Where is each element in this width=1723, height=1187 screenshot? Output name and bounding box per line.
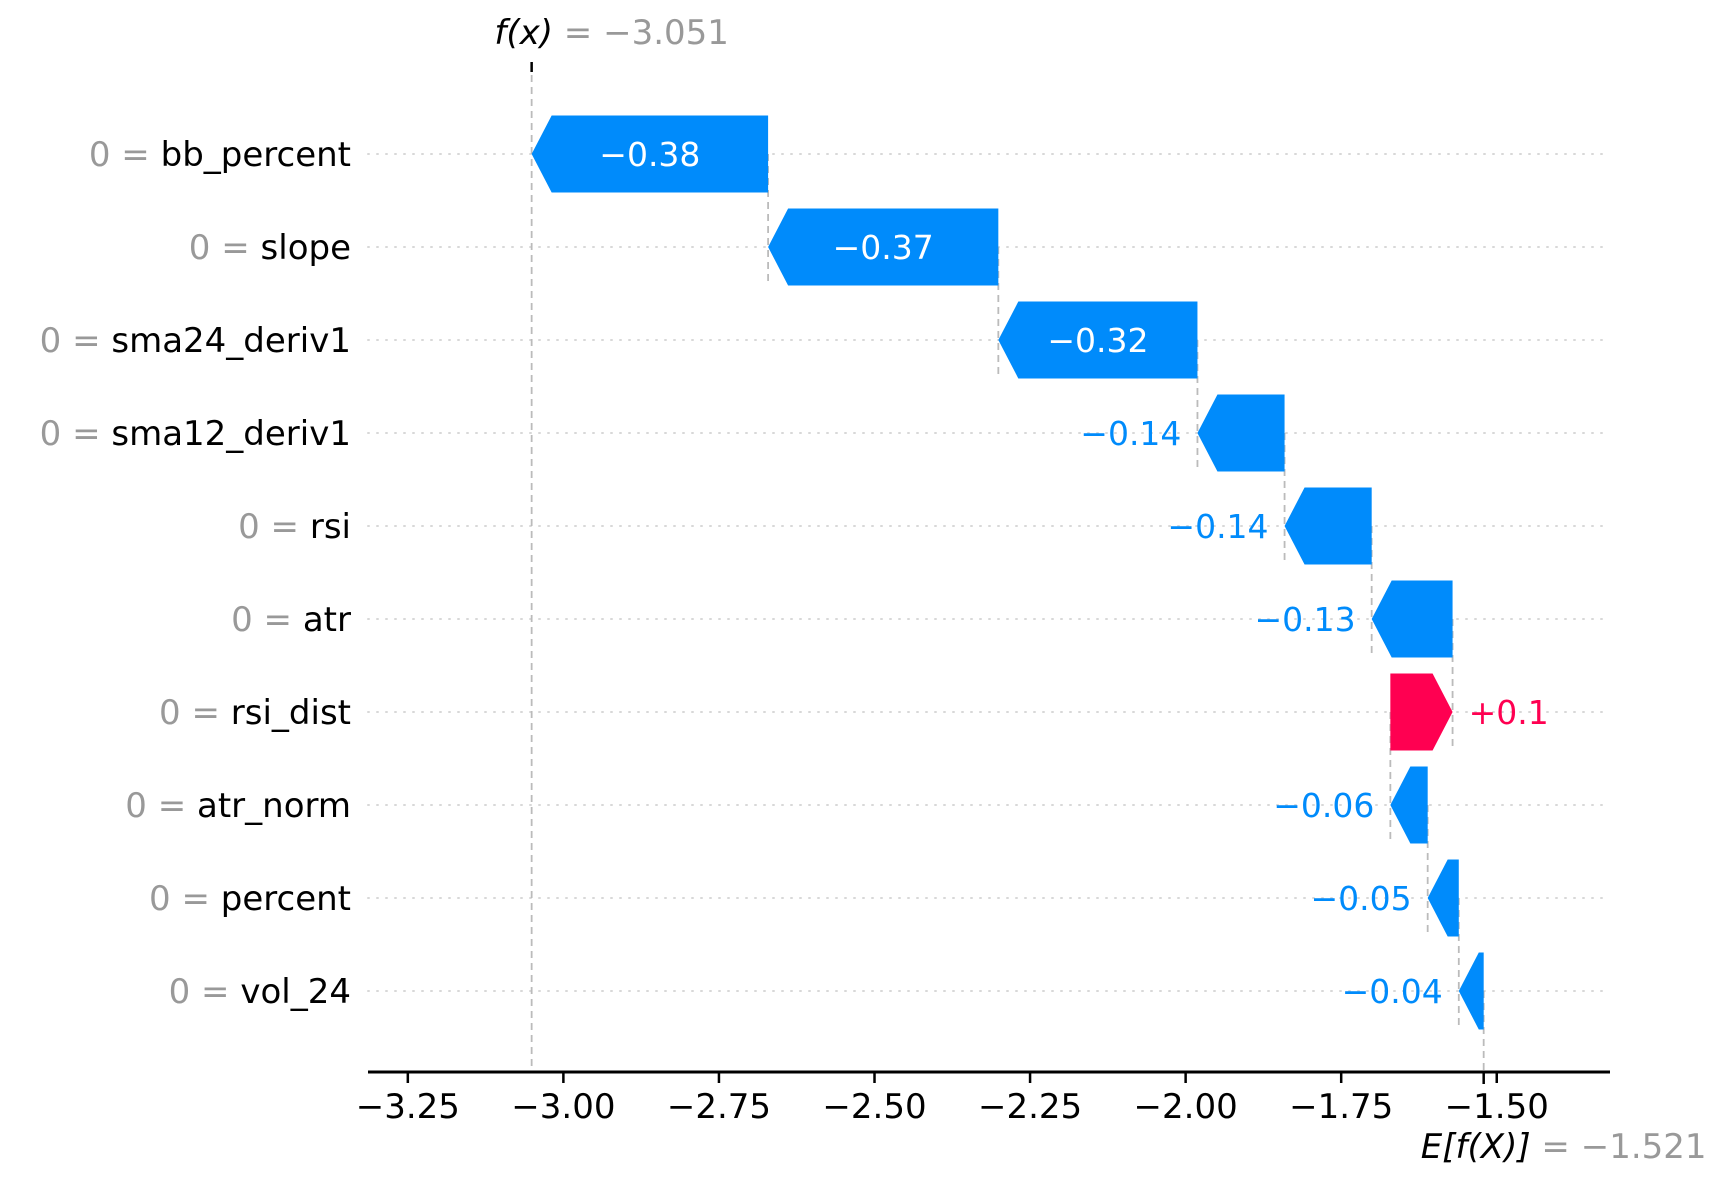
bar-value-label: −0.06	[1273, 786, 1374, 825]
bar-percent	[1427, 859, 1459, 937]
bar-bb_percent	[531, 115, 769, 193]
bar-sma12_deriv1	[1197, 394, 1285, 472]
bar-value-label: −0.32	[1047, 321, 1148, 360]
x-tick-label: −3.00	[511, 1087, 615, 1127]
x-tick-label: −1.50	[1445, 1087, 1549, 1127]
bar-value-label: −0.38	[599, 135, 700, 174]
bar-value-label: −0.37	[833, 228, 934, 267]
feature-label: 0 = bb_percent	[89, 135, 351, 175]
bar-atr_norm	[1390, 766, 1428, 844]
bar-slope	[768, 208, 999, 286]
feature-label: 0 = atr	[231, 600, 351, 640]
bar-value-label: −0.05	[1311, 879, 1412, 918]
bar-vol_24	[1458, 952, 1484, 1030]
x-tick-label: −2.00	[1134, 1087, 1238, 1127]
base-annotation: E[f(X)] = −1.521	[1421, 1127, 1707, 1167]
feature-label: 0 = vol_24	[169, 972, 351, 1012]
x-tick-label: −2.50	[822, 1087, 926, 1127]
fx-annotation: f(x) = −3.051	[494, 13, 729, 53]
bar-rsi_dist	[1390, 673, 1453, 751]
bar-sma24_deriv1	[998, 301, 1198, 379]
bar-rsi	[1284, 487, 1372, 565]
x-tick-label: −2.75	[667, 1087, 771, 1127]
bar-value-label: +0.1	[1469, 693, 1549, 732]
bar-value-label: −0.14	[1167, 507, 1268, 546]
bar-value-label: −0.04	[1342, 972, 1443, 1011]
feature-label: 0 = atr_norm	[125, 786, 351, 826]
x-tick-label: −1.75	[1289, 1087, 1393, 1127]
x-tick-label: −3.25	[356, 1087, 460, 1127]
feature-label: 0 = slope	[189, 228, 351, 268]
feature-label: 0 = rsi_dist	[159, 693, 351, 733]
bar-value-label: −0.14	[1080, 414, 1181, 453]
feature-label: 0 = percent	[149, 879, 351, 919]
bar-value-label: −0.13	[1255, 600, 1356, 639]
feature-label: 0 = sma12_deriv1	[40, 414, 351, 454]
bar-atr	[1371, 580, 1453, 658]
x-tick-label: −2.25	[978, 1087, 1082, 1127]
feature-label: 0 = rsi	[238, 507, 351, 547]
feature-label: 0 = sma24_deriv1	[40, 321, 351, 361]
